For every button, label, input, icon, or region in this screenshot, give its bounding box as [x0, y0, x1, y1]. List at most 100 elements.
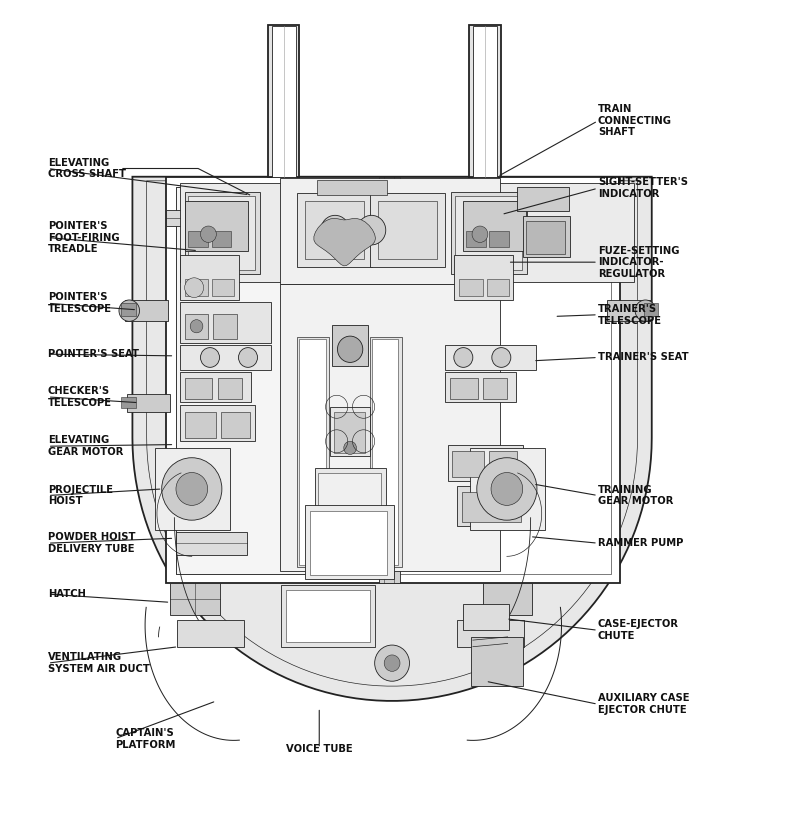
Circle shape	[491, 472, 522, 505]
Circle shape	[162, 457, 222, 520]
Polygon shape	[188, 197, 255, 271]
Text: CAPTAIN'S
PLATFORM: CAPTAIN'S PLATFORM	[115, 728, 175, 749]
Text: TRAINING
GEAR MOTOR: TRAINING GEAR MOTOR	[598, 485, 674, 506]
Polygon shape	[469, 25, 501, 177]
Polygon shape	[314, 218, 375, 266]
Polygon shape	[470, 448, 545, 530]
Polygon shape	[332, 325, 368, 366]
Circle shape	[492, 348, 511, 368]
Polygon shape	[483, 583, 532, 616]
Polygon shape	[297, 193, 372, 267]
Polygon shape	[180, 255, 239, 300]
Circle shape	[635, 300, 656, 321]
Polygon shape	[451, 192, 526, 274]
Circle shape	[384, 655, 400, 671]
Polygon shape	[463, 604, 510, 630]
Polygon shape	[314, 468, 386, 530]
Polygon shape	[286, 590, 370, 642]
Polygon shape	[211, 280, 234, 295]
Polygon shape	[180, 301, 271, 343]
Circle shape	[338, 336, 362, 363]
Polygon shape	[452, 452, 484, 477]
Text: FUZE-SETTING
INDICATOR-
REGULATOR: FUZE-SETTING INDICATOR- REGULATOR	[598, 246, 679, 279]
Polygon shape	[462, 202, 526, 251]
Polygon shape	[310, 511, 387, 575]
Polygon shape	[122, 397, 135, 408]
Polygon shape	[445, 373, 516, 402]
Text: VENTILATING
SYSTEM AIR DUCT: VENTILATING SYSTEM AIR DUCT	[48, 652, 150, 674]
Polygon shape	[221, 412, 250, 438]
Polygon shape	[180, 345, 271, 370]
Polygon shape	[185, 192, 260, 274]
Polygon shape	[305, 202, 364, 259]
Polygon shape	[180, 405, 255, 442]
Circle shape	[119, 300, 139, 321]
Polygon shape	[272, 27, 295, 177]
Polygon shape	[268, 25, 299, 177]
Polygon shape	[447, 445, 522, 481]
Polygon shape	[282, 585, 374, 647]
Polygon shape	[185, 202, 248, 251]
Polygon shape	[176, 187, 370, 574]
Circle shape	[454, 348, 473, 368]
Polygon shape	[297, 337, 329, 567]
Text: TRAINER'S
TELESCOPE: TRAINER'S TELESCOPE	[598, 304, 662, 325]
Polygon shape	[218, 378, 242, 398]
Polygon shape	[454, 255, 514, 300]
Polygon shape	[280, 284, 500, 571]
Polygon shape	[370, 337, 402, 567]
Circle shape	[201, 348, 219, 368]
Polygon shape	[466, 231, 486, 247]
Text: CASE-EJECTOR
CHUTE: CASE-EJECTOR CHUTE	[598, 619, 679, 641]
Polygon shape	[154, 448, 230, 530]
Polygon shape	[185, 378, 212, 398]
Polygon shape	[644, 303, 658, 316]
Polygon shape	[378, 177, 400, 583]
Polygon shape	[180, 373, 251, 402]
Polygon shape	[185, 314, 209, 339]
Polygon shape	[166, 210, 620, 226]
Circle shape	[201, 226, 216, 242]
Circle shape	[176, 472, 208, 505]
Polygon shape	[334, 412, 365, 453]
Text: ELEVATING
GEAR MOTOR: ELEVATING GEAR MOTOR	[48, 436, 123, 457]
Polygon shape	[607, 300, 651, 320]
Polygon shape	[176, 532, 247, 554]
Polygon shape	[280, 178, 500, 284]
Polygon shape	[305, 505, 394, 579]
Text: POINTER'S
FOOT-FIRING
TREADLE: POINTER'S FOOT-FIRING TREADLE	[48, 221, 119, 254]
Circle shape	[358, 215, 386, 245]
Polygon shape	[330, 407, 370, 456]
Circle shape	[238, 348, 258, 368]
Circle shape	[321, 215, 350, 245]
Polygon shape	[526, 221, 566, 254]
Polygon shape	[459, 280, 483, 295]
Circle shape	[472, 226, 488, 242]
Polygon shape	[188, 231, 208, 247]
Polygon shape	[185, 412, 216, 438]
Text: RAMMER PUMP: RAMMER PUMP	[598, 538, 683, 548]
Polygon shape	[490, 231, 510, 247]
Polygon shape	[450, 378, 478, 398]
Circle shape	[477, 457, 537, 520]
Text: CHECKER'S
TELESCOPE: CHECKER'S TELESCOPE	[48, 386, 112, 408]
Text: HATCH: HATCH	[48, 589, 86, 599]
Polygon shape	[454, 197, 522, 271]
Polygon shape	[457, 620, 524, 647]
Text: POINTER'S SEAT: POINTER'S SEAT	[48, 349, 138, 359]
Text: SIGHT-SETTER'S
INDICATOR: SIGHT-SETTER'S INDICATOR	[598, 178, 688, 199]
Polygon shape	[487, 280, 510, 295]
Text: VOICE TUBE: VOICE TUBE	[286, 744, 353, 754]
Polygon shape	[471, 637, 522, 686]
Polygon shape	[445, 345, 536, 370]
Polygon shape	[180, 183, 367, 282]
Polygon shape	[125, 300, 168, 320]
Polygon shape	[462, 492, 521, 522]
Polygon shape	[522, 216, 570, 257]
Polygon shape	[378, 202, 438, 259]
Polygon shape	[213, 314, 237, 339]
Polygon shape	[166, 177, 620, 583]
Polygon shape	[298, 339, 326, 564]
Polygon shape	[371, 339, 398, 564]
Polygon shape	[317, 180, 386, 195]
